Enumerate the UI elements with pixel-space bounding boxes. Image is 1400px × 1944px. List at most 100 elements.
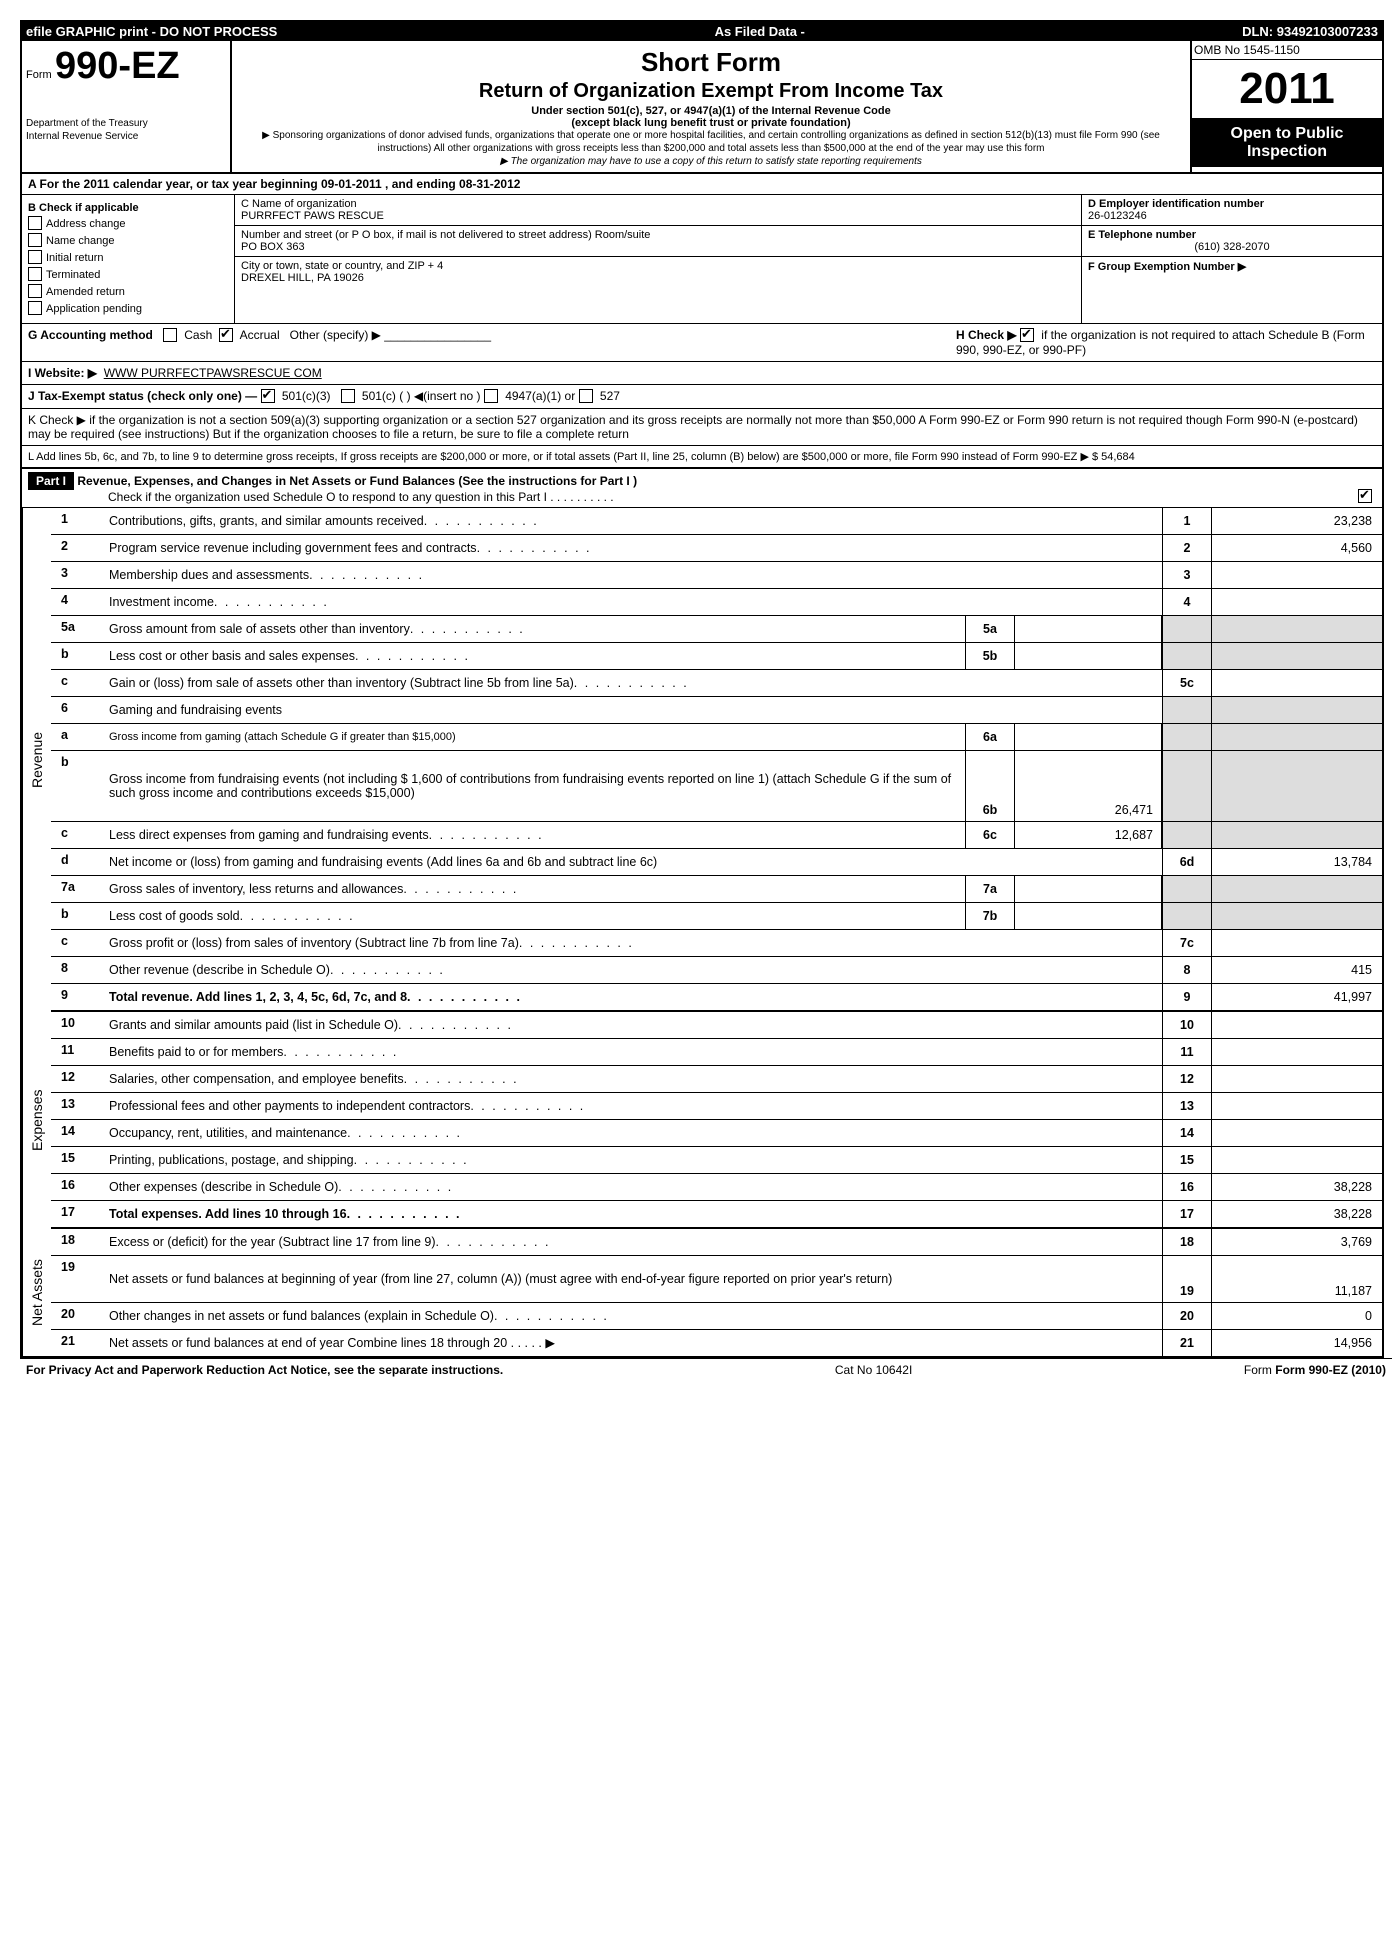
b-amended[interactable]: Amended return [28,285,228,299]
footer-left: For Privacy Act and Paperwork Reduction … [26,1363,503,1377]
checkbox-501c3[interactable] [261,389,275,403]
line-14: 14Occupancy, rent, utilities, and mainte… [51,1120,1382,1147]
line-21: 21Net assets or fund balances at end of … [51,1330,1382,1356]
b-pending[interactable]: Application pending [28,302,228,316]
c-street: PO BOX 363 [241,241,1075,253]
line-11: 11Benefits paid to or for members11 [51,1039,1382,1066]
line-7a: 7aGross sales of inventory, less returns… [51,876,1382,903]
line-6b: bGross income from fundraising events (n… [51,751,1382,822]
section-bcdef: B Check if applicable Address change Nam… [22,195,1382,324]
row-a: A For the 2011 calendar year, or tax yea… [22,174,1382,195]
c-name-label: C Name of organization [241,198,1075,210]
checkbox-icon[interactable] [28,216,42,230]
line-8: 8Other revenue (describe in Schedule O)8… [51,957,1382,984]
line-5c: cGain or (loss) from sale of assets othe… [51,670,1382,697]
checkbox-cash[interactable] [163,328,177,342]
section-def: D Employer identification number 26-0123… [1082,195,1382,323]
form-990ez: efile GRAPHIC print - DO NOT PROCESS As … [20,20,1384,1358]
line-5a: 5aGross amount from sale of assets other… [51,616,1382,643]
footer-right: Form Form 990-EZ (2010) [1244,1363,1386,1377]
expenses-section: Expenses 10Grants and similar amounts pa… [22,1012,1382,1229]
line-13: 13Professional fees and other payments t… [51,1093,1382,1120]
subtitle: Return of Organization Exempt From Incom… [240,80,1182,103]
netassets-section: Net Assets 18Excess or (deficit) for the… [22,1229,1382,1356]
checkbox-h[interactable] [1020,328,1034,342]
d-ein-label: D Employer identification number [1088,198,1376,210]
line-18: 18Excess or (deficit) for the year (Subt… [51,1229,1382,1256]
d-ein: 26-0123246 [1088,210,1376,222]
checkbox-501c[interactable] [341,389,355,403]
header-right: OMB No 1545-1150 2011 Open to Public Ins… [1190,41,1382,172]
dept-irs: Internal Revenue Service [26,131,226,142]
row-i: I Website: ▶ WWW PURRFECTPAWSRESCUE COM [22,362,1382,385]
topbar-right: DLN: 93492103007233 [1242,24,1378,39]
b-namechange[interactable]: Name change [28,234,228,248]
side-expenses: Expenses [22,1012,51,1229]
website: WWW PURRFECTPAWSRESCUE COM [104,366,322,380]
line-15: 15Printing, publications, postage, and s… [51,1147,1382,1174]
omb: OMB No 1545-1150 [1192,41,1382,60]
checkbox-4947[interactable] [484,389,498,403]
row-g: G Accounting method Cash Accrual Other (… [22,324,950,361]
row-h: H Check ▶ if the organization is not req… [950,324,1382,361]
line-5b: bLess cost or other basis and sales expe… [51,643,1382,670]
form-prefix: Form [26,69,52,81]
line-3: 3Membership dues and assessments3 [51,562,1382,589]
line-16: 16Other expenses (describe in Schedule O… [51,1174,1382,1201]
line-17: 17Total expenses. Add lines 10 through 1… [51,1201,1382,1229]
checkbox-527[interactable] [579,389,593,403]
part1-check: Check if the organization used Schedule … [108,490,614,504]
b-addresschange[interactable]: Address change [28,217,228,231]
line-7b: bLess cost of goods sold7b [51,903,1382,930]
top-bar: efile GRAPHIC print - DO NOT PROCESS As … [22,22,1382,41]
checkbox-icon[interactable] [28,284,42,298]
open-public: Open to Public Inspection [1192,119,1382,167]
c-city: DREXEL HILL, PA 19026 [241,272,1075,284]
checkbox-part1[interactable] [1358,489,1372,503]
row-l: L Add lines 5b, 6c, and 7b, to line 9 to… [22,446,1382,467]
c-name: PURRFECT PAWS RESCUE [241,210,1075,222]
part1-label: Part I [28,472,74,490]
row-k: K Check ▶ if the organization is not a s… [22,409,1382,446]
line-2: 2Program service revenue including gover… [51,535,1382,562]
footer-mid: Cat No 10642I [835,1363,912,1377]
dept-treasury: Department of the Treasury [26,118,226,129]
revenue-section: Revenue 1Contributions, gifts, grants, a… [22,508,1382,1012]
year: 2011 [1192,60,1382,119]
form-number: 990-EZ [55,45,180,87]
line-9: 9Total revenue. Add lines 1, 2, 3, 4, 5c… [51,984,1382,1012]
line-6c: cLess direct expenses from gaming and fu… [51,822,1382,849]
checkbox-icon[interactable] [28,233,42,247]
footer: For Privacy Act and Paperwork Reduction … [20,1358,1392,1381]
e-tel-label: E Telephone number [1088,229,1376,241]
line-4: 4Investment income4 [51,589,1382,616]
b-terminated[interactable]: Terminated [28,268,228,282]
line-1: 1Contributions, gifts, grants, and simil… [51,508,1382,535]
b-title: B Check if applicable [28,202,228,214]
c-street-label: Number and street (or P O box, if mail i… [241,229,1075,241]
row-j: J Tax-Exempt status (check only one) — 5… [22,385,1382,409]
part1-title: Revenue, Expenses, and Changes in Net As… [77,474,637,488]
b-initial[interactable]: Initial return [28,251,228,265]
sub1: Under section 501(c), 527, or 4947(a)(1)… [240,105,1182,117]
side-netassets: Net Assets [22,1229,51,1356]
title: Short Form [240,47,1182,78]
checkbox-accrual[interactable] [219,328,233,342]
line-12: 12Salaries, other compensation, and empl… [51,1066,1382,1093]
line-6a: aGross income from gaming (attach Schedu… [51,724,1382,751]
checkbox-icon[interactable] [28,267,42,281]
e-tel: (610) 328-2070 [1088,241,1376,253]
line-10: 10Grants and similar amounts paid (list … [51,1012,1382,1039]
line-7c: cGross profit or (loss) from sales of in… [51,930,1382,957]
line-6d: dNet income or (loss) from gaming and fu… [51,849,1382,876]
topbar-mid: As Filed Data - [715,24,805,39]
section-b: B Check if applicable Address change Nam… [22,195,235,323]
checkbox-icon[interactable] [28,301,42,315]
checkbox-icon[interactable] [28,250,42,264]
note1: ▶ Sponsoring organizations of donor advi… [240,129,1182,155]
topbar-left: efile GRAPHIC print - DO NOT PROCESS [26,24,277,39]
header-left: Form 990-EZ Department of the Treasury I… [22,41,232,172]
header: Form 990-EZ Department of the Treasury I… [22,41,1382,174]
f-group-label: F Group Exemption Number ▶ [1088,260,1376,273]
note2: ▶ The organization may have to use a cop… [240,155,1182,168]
